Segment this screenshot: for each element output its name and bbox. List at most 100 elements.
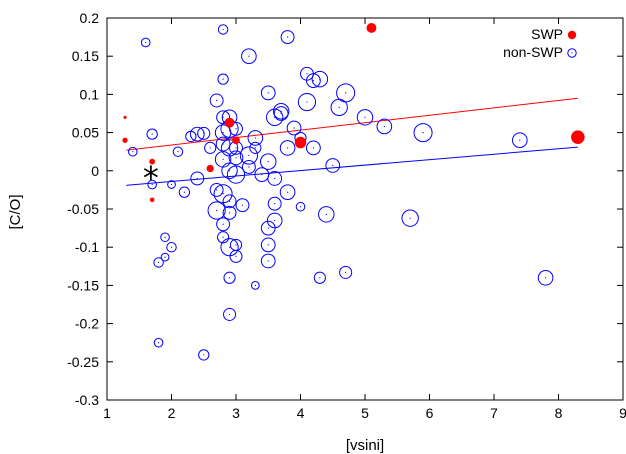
- data-point-non-swp-dot: [274, 219, 276, 222]
- data-point-non-swp: [189, 126, 205, 142]
- data-point-non-swp-dot: [422, 132, 424, 134]
- data-point-non-swp: [339, 265, 353, 279]
- y-tick-label: 0.05: [72, 125, 99, 141]
- y-tick-label: 0.1: [80, 86, 100, 102]
- data-point-non-swp: [286, 120, 302, 136]
- data-point-non-swp: [223, 271, 236, 284]
- data-point-non-swp: [235, 198, 250, 213]
- data-point-non-swp-dot: [267, 227, 269, 229]
- data-point-non-swp-dot: [409, 217, 411, 219]
- data-point-non-swp-dot: [228, 200, 231, 202]
- data-point-non-swp: [266, 212, 283, 229]
- data-point-non-swp-dot: [235, 255, 237, 257]
- fit-line-swp: [126, 97, 578, 151]
- data-point-non-swp: [221, 162, 238, 180]
- data-point-non-swp: [241, 48, 257, 65]
- data-point-non-swp: [260, 153, 277, 170]
- data-point-non-swp-dot: [519, 139, 521, 141]
- data-point-non-swp-dot: [216, 209, 218, 212]
- data-point-non-swp-dot: [383, 125, 385, 128]
- x-tick-label: 3: [232, 405, 240, 421]
- legend-label-swp: SWP: [531, 26, 563, 42]
- data-point-non-swp-dot: [267, 161, 269, 163]
- data-point-non-swp-dot: [228, 116, 231, 118]
- data-point-non-swp-dot: [158, 261, 160, 264]
- data-point-non-swp-dot: [222, 193, 224, 195]
- data-point-non-swp: [247, 130, 264, 146]
- data-point-non-swp-dot: [164, 236, 166, 238]
- data-point-non-swp: [166, 241, 177, 253]
- data-point-non-swp: [140, 37, 151, 48]
- data-point-non-swp-dot: [319, 78, 321, 80]
- data-point-swp: [366, 22, 377, 33]
- data-point-non-swp: [228, 150, 244, 166]
- data-point-non-swp-dot: [248, 154, 250, 157]
- x-tick-label: 2: [168, 405, 176, 421]
- data-point-non-swp: [178, 186, 191, 198]
- data-point-non-swp: [217, 231, 230, 244]
- data-point-non-swp: [217, 73, 229, 85]
- data-point-non-swp: [260, 253, 276, 269]
- data-point-non-swp: [279, 184, 296, 201]
- data-point-non-swp-dot: [287, 191, 289, 193]
- data-point-non-swp: [306, 73, 321, 89]
- data-point-non-swp: [295, 201, 306, 212]
- data-point-swp: [149, 158, 156, 165]
- data-point-non-swp: [204, 141, 217, 154]
- data-point-non-swp-dot: [319, 277, 321, 279]
- data-point-non-swp-dot: [235, 244, 237, 246]
- y-tick-label: -0.3: [75, 392, 99, 408]
- data-point-non-swp-dot: [325, 213, 327, 215]
- x-tick-label: 4: [297, 405, 305, 421]
- data-point-non-swp: [376, 118, 393, 135]
- data-point-non-swp: [197, 126, 211, 140]
- data-point-non-swp-dot: [164, 256, 166, 258]
- y-tick-label: 0.15: [72, 48, 99, 64]
- data-point-non-swp-dot: [145, 41, 147, 44]
- data-point-non-swp-dot: [132, 151, 134, 153]
- legend: SWP non-SWP: [503, 26, 577, 60]
- data-point-non-swp-dot: [222, 236, 224, 238]
- data-point-non-swp: [167, 180, 176, 189]
- data-point-non-swp: [306, 140, 321, 156]
- data-point-non-swp-dot: [254, 284, 256, 286]
- data-point-non-swp: [279, 140, 296, 156]
- data-point-non-swp: [537, 269, 554, 286]
- data-point-non-swp: [223, 307, 237, 321]
- data-point-non-swp: [260, 237, 276, 253]
- data-point-non-swp: [190, 171, 205, 186]
- data-point-non-swp-dot: [170, 246, 173, 248]
- x-tick-label: 8: [555, 405, 563, 421]
- data-point-swp: [122, 137, 128, 143]
- data-point-non-swp: [172, 146, 184, 157]
- y-tick-label: -0.25: [67, 354, 99, 370]
- data-point-non-swp: [222, 205, 237, 220]
- data-point-non-swp-dot: [196, 177, 198, 180]
- data-point-non-swp-dot: [216, 189, 218, 191]
- data-point-non-swp-dot: [209, 147, 211, 149]
- data-point-non-swp-dot: [151, 183, 153, 186]
- legend-label-non-swp: non-SWP: [503, 44, 563, 60]
- data-point-non-swp: [160, 232, 170, 243]
- data-point-non-swp-dot: [222, 158, 224, 160]
- data-point-non-swp-dot: [222, 223, 224, 225]
- data-points: [122, 22, 585, 361]
- data-point-non-swp: [249, 141, 262, 154]
- fit-lines: [126, 97, 578, 186]
- data-point-non-swp-dot: [222, 132, 224, 134]
- data-point-non-swp-dot: [274, 203, 276, 205]
- data-point-non-swp-dot: [228, 246, 231, 248]
- data-point-non-swp-dot: [222, 78, 224, 80]
- data-point-non-swp: [128, 146, 138, 157]
- fit-line-non-swp: [126, 146, 578, 186]
- data-point-non-swp: [280, 30, 295, 45]
- data-point-non-swp: [229, 121, 243, 136]
- data-point-non-swp: [216, 217, 231, 232]
- data-point-non-swp-dot: [267, 92, 269, 94]
- data-point-non-swp: [272, 102, 290, 120]
- data-point-non-swp: [209, 182, 224, 197]
- data-point-non-swp: [267, 196, 282, 211]
- data-point-non-swp: [217, 24, 229, 35]
